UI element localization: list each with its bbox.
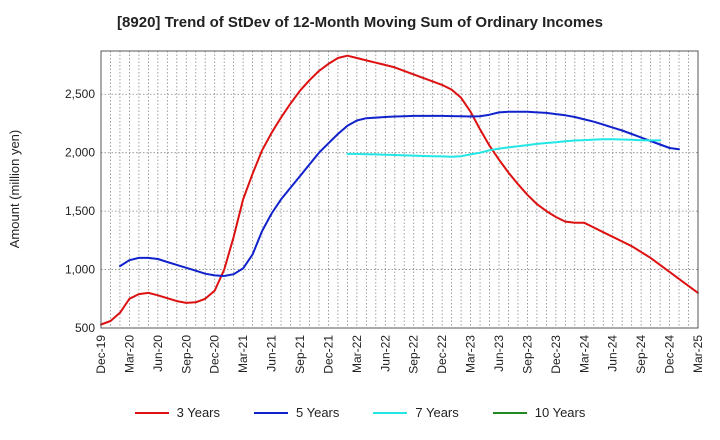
y-tick-label: 2,000 [65, 146, 95, 160]
legend: 3 Years 5 Years 7 Years 10 Years [0, 405, 720, 420]
series-line-3-years [100, 54, 699, 326]
legend-item: 7 Years [373, 405, 459, 420]
x-tick-label: Sep-23 [520, 335, 534, 374]
x-tick-label: Dec-20 [208, 335, 222, 374]
x-tick-label: Dec-23 [549, 335, 563, 374]
x-tick-label: Sep-21 [293, 335, 307, 374]
legend-swatch [492, 411, 527, 414]
legend-swatch [373, 411, 408, 414]
x-tick-label: Mar-20 [122, 335, 136, 373]
legend-item: 10 Years [492, 405, 586, 420]
x-tick-label: Dec-21 [321, 335, 335, 374]
y-tick-label: 1,500 [65, 204, 95, 218]
legend-label: 7 Years [415, 405, 459, 420]
legend-label: 10 Years [534, 405, 586, 420]
x-tick-label: Dec-19 [94, 335, 108, 374]
x-tick-label: Dec-22 [435, 335, 449, 374]
x-tick-label: Sep-20 [179, 335, 193, 374]
series-line-7-years [346, 138, 662, 158]
x-tick-label: Mar-21 [236, 335, 250, 373]
chart-title: [8920] Trend of StDev of 12-Month Moving… [117, 14, 603, 31]
x-tick-label: Mar-24 [577, 335, 591, 373]
x-tick-label: Jun-24 [606, 335, 620, 372]
plot-area [101, 51, 698, 328]
y-axis-label: Amount (million yen) [7, 130, 22, 249]
x-tick-label: Jun-21 [265, 335, 279, 372]
x-tick-label: Jun-22 [378, 335, 392, 372]
legend-swatch [134, 411, 169, 414]
legend-swatch [254, 411, 288, 414]
legend-label: 5 Years [296, 405, 340, 420]
y-tick-label: 500 [75, 321, 95, 335]
x-tick-label: Sep-24 [634, 335, 648, 374]
x-tick-label: Sep-22 [407, 335, 421, 374]
x-tick-label: Mar-25 [691, 335, 705, 373]
x-tick-label: Jun-23 [492, 335, 506, 372]
x-tick-label: Mar-23 [464, 335, 478, 373]
x-tick-label: Dec-24 [663, 335, 677, 374]
legend-item: 3 Years [134, 405, 220, 420]
plot-border [100, 50, 699, 329]
series-line-5-years [119, 110, 680, 277]
legend-label: 3 Years [176, 405, 220, 420]
y-tick-label: 1,000 [65, 263, 95, 277]
y-tick-label: 2,500 [65, 87, 95, 101]
legend-item: 5 Years [254, 405, 339, 420]
x-tick-label: Mar-22 [350, 335, 364, 373]
x-tick-label: Jun-20 [151, 335, 165, 372]
